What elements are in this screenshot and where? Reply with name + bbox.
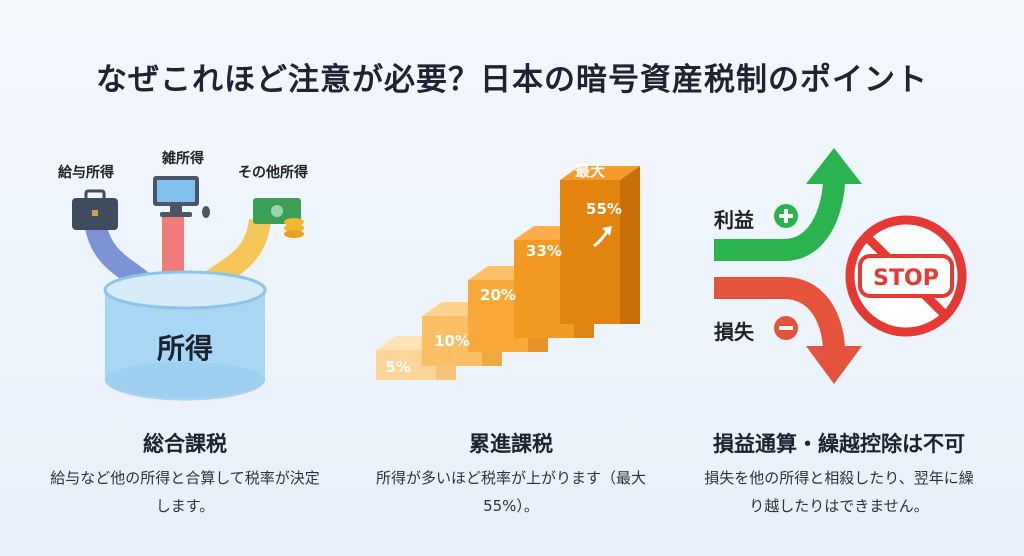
step-label-2: 10% — [434, 332, 470, 350]
step-label-3: 20% — [480, 286, 516, 304]
plus-icon — [774, 204, 798, 228]
panel-no-loss-offset: STOP 利益 損失 損益通算・繰越控除は不可 損失を他の所得と相殺したり、翌年… — [674, 140, 1004, 540]
panel-progressive-taxation: 5% 10% 20% 33% 55% 最大 累進課税 所得が多いほど税率が上がり… — [346, 140, 676, 540]
label-salary-income: 給与所得 — [58, 165, 114, 181]
heading-comprehensive-taxation: 総合課税 — [143, 432, 227, 456]
computer-icon — [153, 176, 210, 218]
label-profit: 利益 — [714, 208, 754, 232]
profit-arrow — [714, 179, 845, 261]
income-merge-illustration: 所得 — [72, 176, 304, 401]
step-label-5: 55% — [586, 200, 622, 218]
cylinder-label: 所得 — [157, 332, 213, 365]
cylinder-top — [103, 270, 267, 310]
minus-icon — [774, 316, 798, 340]
desc-comprehensive-taxation: 給与など他の所得と合算して税率が決定します。 — [50, 469, 320, 515]
label-other-income: その他所得 — [238, 165, 308, 181]
money-icon — [253, 198, 304, 238]
step-top-label: 最大 — [575, 162, 605, 180]
page-title: なぜこれほど注意が必要？日本の暗号資産税制のポイント — [96, 62, 928, 98]
heading-progressive-taxation: 累進課税 — [469, 432, 553, 456]
loss-arrow — [714, 277, 845, 351]
heading-no-loss-offset: 損益通算・繰越控除は不可 — [713, 432, 965, 456]
panel-comprehensive-taxation: 所得 給与所得 雑所得 その他所得 総合課税 給与など他の所得と合算して税率が決… — [20, 140, 350, 540]
label-loss: 損失 — [714, 320, 754, 344]
stop-sign-icon: STOP — [845, 215, 967, 337]
label-misc-income: 雑所得 — [162, 151, 204, 167]
desc-no-loss-offset: 損失を他の所得と相殺したり、翌年に繰り越したりはできません。 — [704, 469, 974, 515]
step-label-4: 33% — [526, 242, 562, 260]
desc-progressive-taxation: 所得が多いほど税率が上がります（最大55%）。 — [376, 469, 647, 515]
briefcase-icon — [72, 189, 118, 230]
stop-text: STOP — [873, 266, 939, 291]
step-label-1: 5% — [385, 358, 410, 376]
progressive-steps-illustration: 5% 10% 20% 33% 55% 最大 — [376, 162, 640, 380]
profit-loss-illustration: STOP — [714, 148, 967, 384]
up-arrow-icon — [593, 226, 612, 248]
